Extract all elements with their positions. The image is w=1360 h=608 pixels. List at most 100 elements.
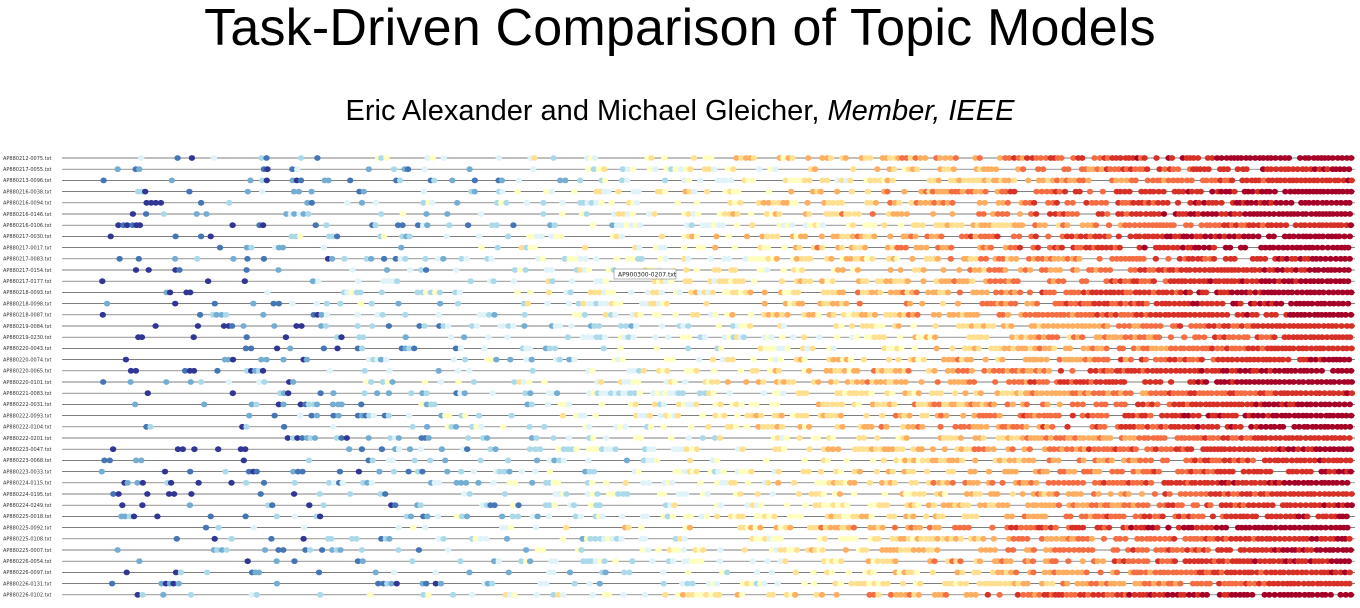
document-row[interactable]: AP880220-0043.txt — [3, 345, 1355, 353]
topic-dot[interactable] — [511, 267, 519, 273]
topic-dot[interactable] — [637, 311, 644, 318]
topic-dot[interactable] — [1336, 267, 1343, 273]
topic-dot[interactable] — [823, 367, 830, 374]
topic-dot[interactable] — [793, 255, 800, 262]
topic-dot[interactable] — [818, 244, 826, 251]
topic-dot[interactable] — [186, 502, 194, 509]
topic-dot[interactable] — [967, 356, 975, 363]
topic-dot[interactable] — [922, 155, 929, 161]
topic-dot[interactable] — [1289, 244, 1296, 251]
topic-dot[interactable] — [565, 435, 573, 441]
topic-dot[interactable] — [1082, 356, 1089, 363]
topic-dot[interactable] — [819, 155, 826, 161]
topic-dot[interactable] — [1117, 222, 1124, 229]
topic-dot[interactable] — [468, 423, 476, 430]
topic-dot[interactable] — [1135, 345, 1143, 352]
topic-dot[interactable] — [1215, 278, 1223, 285]
topic-dot[interactable] — [215, 446, 222, 453]
topic-dot[interactable] — [940, 356, 948, 363]
topic-dot[interactable] — [418, 401, 425, 408]
topic-dot[interactable] — [1130, 502, 1137, 509]
topic-dot[interactable] — [378, 535, 385, 542]
topic-dot[interactable] — [1259, 446, 1266, 453]
topic-dot[interactable] — [176, 267, 183, 273]
topic-dot[interactable] — [1050, 446, 1058, 453]
topic-dot[interactable] — [1191, 479, 1199, 486]
topic-dot[interactable] — [489, 390, 496, 397]
topic-dot[interactable] — [872, 199, 880, 206]
topic-dot[interactable] — [1018, 524, 1025, 531]
topic-dot[interactable] — [431, 177, 438, 184]
topic-dot[interactable] — [891, 524, 899, 531]
topic-dot[interactable] — [1035, 166, 1042, 173]
topic-dot[interactable] — [769, 233, 776, 240]
topic-dot[interactable] — [1055, 502, 1063, 509]
topic-dot[interactable] — [1075, 289, 1082, 296]
topic-dot[interactable] — [1117, 390, 1125, 397]
topic-dot[interactable] — [1136, 222, 1144, 229]
topic-dot[interactable] — [895, 356, 902, 363]
topic-dot[interactable] — [1147, 311, 1154, 318]
topic-dot[interactable] — [1222, 502, 1230, 509]
topic-dot[interactable] — [1043, 356, 1050, 363]
topic-dot[interactable] — [590, 468, 598, 475]
topic-dot[interactable] — [861, 244, 869, 251]
topic-dot[interactable] — [1185, 300, 1192, 307]
topic-dot[interactable] — [1291, 524, 1298, 531]
topic-dot[interactable] — [194, 255, 201, 262]
topic-dot[interactable] — [618, 233, 625, 240]
topic-dot[interactable] — [548, 188, 555, 195]
topic-dot[interactable] — [686, 188, 693, 195]
topic-dot[interactable] — [1347, 468, 1355, 475]
topic-dot[interactable] — [1335, 491, 1342, 497]
topic-dot[interactable] — [1199, 524, 1206, 531]
topic-dot[interactable] — [1209, 423, 1216, 430]
topic-dot[interactable] — [458, 255, 465, 262]
topic-dot[interactable] — [1209, 479, 1216, 486]
topic-dot[interactable] — [1065, 468, 1073, 475]
topic-dot[interactable] — [1179, 244, 1187, 251]
topic-dot[interactable] — [1061, 188, 1069, 195]
topic-dot[interactable] — [631, 390, 638, 397]
topic-dot[interactable] — [1271, 188, 1279, 195]
topic-dot[interactable] — [1339, 479, 1346, 486]
topic-dot[interactable] — [1197, 479, 1204, 486]
topic-dot[interactable] — [1104, 300, 1112, 307]
topic-dot[interactable] — [990, 502, 997, 509]
topic-dot[interactable] — [546, 502, 553, 509]
topic-dot[interactable] — [1348, 323, 1355, 329]
topic-dot[interactable] — [406, 233, 413, 240]
topic-dot[interactable] — [646, 211, 653, 217]
topic-dot[interactable] — [1083, 278, 1090, 285]
topic-dot[interactable] — [1175, 513, 1183, 520]
topic-dot[interactable] — [1131, 267, 1139, 273]
topic-dot[interactable] — [440, 323, 447, 329]
topic-dot[interactable] — [207, 233, 214, 240]
topic-dot[interactable] — [1265, 211, 1273, 217]
topic-dot[interactable] — [461, 491, 468, 497]
topic-dot[interactable] — [799, 267, 806, 273]
topic-dot[interactable] — [641, 446, 649, 453]
topic-dot[interactable] — [559, 412, 567, 419]
topic-dot[interactable] — [1165, 311, 1173, 318]
topic-dot[interactable] — [827, 524, 834, 531]
topic-dot[interactable] — [1221, 334, 1228, 341]
topic-dot[interactable] — [1273, 300, 1280, 307]
topic-dot[interactable] — [658, 289, 665, 296]
topic-dot[interactable] — [1234, 323, 1241, 329]
topic-dot[interactable] — [661, 155, 668, 161]
topic-dot[interactable] — [392, 255, 399, 262]
topic-dot[interactable] — [603, 390, 610, 397]
topic-dot[interactable] — [994, 188, 1001, 195]
topic-dot[interactable] — [765, 199, 772, 206]
topic-dot[interactable] — [961, 345, 969, 352]
topic-dot[interactable] — [529, 513, 536, 520]
topic-dot[interactable] — [1023, 155, 1031, 161]
topic-dot[interactable] — [851, 491, 858, 497]
topic-dot[interactable] — [624, 491, 631, 497]
topic-dot[interactable] — [827, 155, 835, 161]
topic-dot[interactable] — [742, 255, 749, 262]
topic-dot[interactable] — [1138, 311, 1145, 318]
topic-dot[interactable] — [599, 513, 606, 520]
topic-dot[interactable] — [911, 491, 918, 497]
